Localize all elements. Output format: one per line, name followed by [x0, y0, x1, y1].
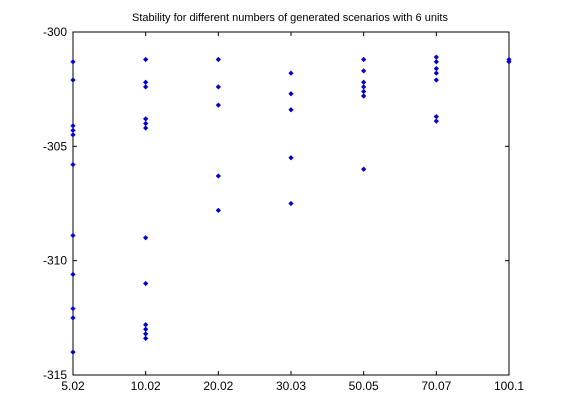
x-tick-label: 30.03	[276, 379, 306, 393]
data-point	[143, 125, 149, 131]
x-tick-label: 50.05	[349, 379, 379, 393]
data-point	[143, 335, 149, 342]
data-point	[70, 232, 76, 239]
data-point	[215, 102, 221, 108]
data-point	[288, 91, 294, 97]
data-point	[70, 77, 76, 83]
data-points	[70, 54, 512, 355]
data-point	[361, 68, 367, 74]
data-point	[70, 315, 76, 321]
data-point	[70, 162, 76, 168]
y-tick-label: -310	[43, 254, 67, 268]
data-point	[433, 59, 439, 65]
data-point	[70, 59, 76, 65]
data-point	[361, 56, 367, 63]
data-point	[433, 118, 439, 124]
data-point	[506, 59, 512, 65]
data-point	[143, 280, 149, 287]
data-point	[288, 155, 294, 161]
data-point	[215, 84, 221, 90]
x-tick-label: 100.1	[494, 379, 524, 393]
y-tick-label: -300	[43, 25, 67, 39]
y-tick-label: -305	[43, 139, 67, 153]
data-point	[143, 56, 149, 63]
data-point	[70, 271, 76, 278]
y-axis: -300 -305 -310 -315	[43, 25, 509, 382]
data-point	[433, 77, 439, 83]
data-point	[361, 166, 367, 172]
data-point	[288, 200, 294, 207]
y-tick-label: -315	[43, 368, 67, 382]
chart-title: Stability for different numbers of gener…	[132, 12, 448, 24]
data-point	[288, 70, 294, 76]
data-point	[433, 70, 439, 76]
data-point	[215, 207, 221, 213]
data-point	[215, 173, 221, 179]
x-tick-label: 20.02	[203, 379, 233, 393]
x-tick-label: 10.02	[131, 379, 161, 393]
data-point	[215, 56, 221, 63]
data-point	[143, 235, 149, 241]
data-point	[143, 84, 149, 90]
x-tick-label: 5.02	[61, 379, 85, 393]
data-point	[288, 107, 294, 113]
x-tick-label: 70.07	[421, 379, 451, 393]
data-point	[70, 349, 76, 355]
data-point	[361, 93, 367, 99]
x-axis: 5.02 10.02 20.02 30.03 50.05 70.07 100.1	[61, 32, 524, 393]
data-point	[70, 132, 76, 138]
data-point	[70, 306, 76, 312]
